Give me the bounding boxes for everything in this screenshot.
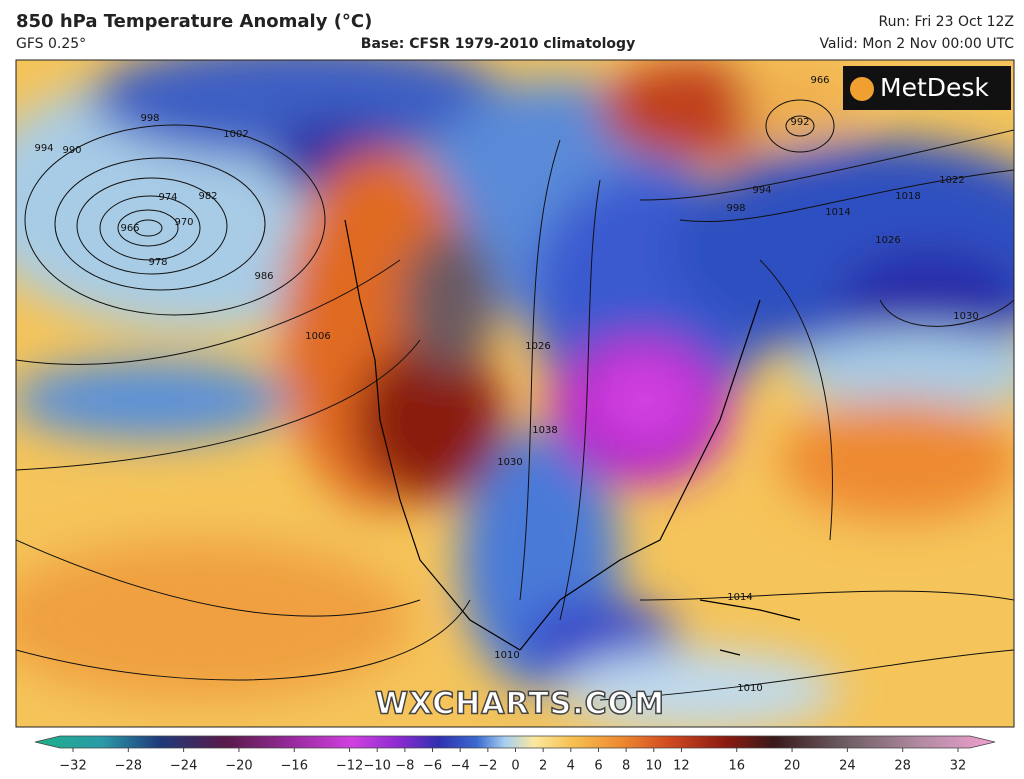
colorbar-tick-label: 16 — [728, 759, 745, 774]
base: Base: CFSR 1979-2010 climatology — [361, 36, 635, 52]
run: Run: Fri 23 Oct 12Z — [879, 14, 1014, 30]
colorbar — [34, 735, 996, 749]
colorbar-tick-label: 12 — [673, 759, 690, 774]
colorbar-tick-label: 32 — [950, 759, 967, 774]
isobar-label: 970 — [174, 217, 193, 228]
colorbar-tick-label: −28 — [115, 759, 142, 774]
colorbar-tick-label: −24 — [170, 759, 197, 774]
isobar-label: 982 — [198, 191, 217, 202]
logo: MetDesk — [880, 73, 989, 102]
isobar-label: 1014 — [727, 592, 752, 603]
isobar-label: 990 — [62, 145, 81, 156]
isobar-label: 1010 — [737, 683, 762, 694]
isobar-label: 1022 — [939, 175, 964, 186]
isobar-label: 1026 — [875, 235, 900, 246]
map-frame — [15, 59, 1015, 728]
isobar-label: 1038 — [532, 425, 557, 436]
colorbar-tick-label: 2 — [539, 759, 547, 774]
colorbar-tick-label: 6 — [594, 759, 602, 774]
isobar-label: 1006 — [305, 331, 330, 342]
isobar-label: 1030 — [497, 457, 522, 468]
valid: Valid: Mon 2 Nov 00:00 UTC — [819, 36, 1014, 52]
isobar-label: 966 — [120, 223, 139, 234]
isobar-label: 1002 — [223, 129, 248, 140]
colorbar-tick-label: −16 — [281, 759, 308, 774]
isobar-label: 998 — [140, 113, 159, 124]
isobar-label: 1030 — [953, 311, 978, 322]
colorbar-tick-label: −8 — [395, 759, 414, 774]
isobar-label: 974 — [158, 192, 177, 203]
isobar-label: 1026 — [525, 341, 550, 352]
colorbar-tick-label: 4 — [567, 759, 575, 774]
colorbar-tick-label: 8 — [622, 759, 630, 774]
isobar-label: 1018 — [895, 191, 920, 202]
isobar-labels: 998 994 990 1002 982 974 970 966 978 986 1006 1026 1… — [34, 75, 978, 694]
isobar-label: 986 — [254, 271, 273, 282]
colorbar-tick-label: 10 — [646, 759, 663, 774]
colorbar-tick-label: −10 — [364, 759, 391, 774]
colorbar-tick-label: 20 — [784, 759, 801, 774]
watermark: WXCHARTS.COM — [375, 687, 665, 722]
colorbar-tick-label: −12 — [336, 759, 363, 774]
isobar-label: 998 — [726, 203, 745, 214]
title: 850 hPa Temperature Anomaly (°C) — [16, 11, 372, 32]
isobar-label: 1010 — [494, 650, 519, 661]
colorbar-tick-label: 28 — [894, 759, 911, 774]
isobar-label: 1014 — [825, 207, 850, 218]
isobar-label: 966 — [810, 75, 829, 86]
map — [16, 60, 1014, 727]
colorbar-tick-label: −20 — [225, 759, 252, 774]
isobar-label: 992 — [790, 117, 809, 128]
isobar-label: 994 — [752, 185, 771, 196]
model: GFS 0.25° — [16, 36, 86, 52]
colorbar-tick-label: 0 — [511, 759, 519, 774]
colorbar-tick-label: −2 — [478, 759, 497, 774]
isobar-label: 994 — [34, 143, 53, 154]
colorbar-tick-label: 24 — [839, 759, 856, 774]
colorbar-ticks: −32 −28 −24 −20 −16 −12 −10 −8 −6 −4 −2 0 2 4 6 8 10 12 16… — [59, 748, 966, 774]
isobar-label: 978 — [148, 257, 167, 268]
colorbar-tick-label: −4 — [451, 759, 470, 774]
colorbar-tick-label: −32 — [59, 759, 86, 774]
logo-icon — [850, 77, 874, 101]
colorbar-tick-label: −6 — [423, 759, 442, 774]
